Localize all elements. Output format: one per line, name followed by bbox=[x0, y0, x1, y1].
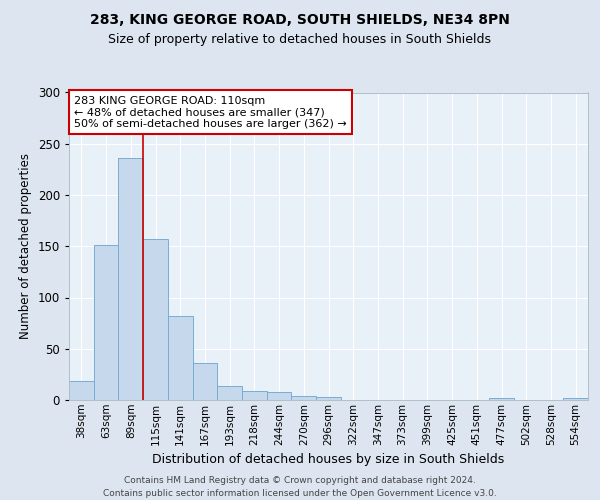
Bar bbox=[143, 239, 168, 400]
Text: Contains HM Land Registry data © Crown copyright and database right 2024.: Contains HM Land Registry data © Crown c… bbox=[124, 476, 476, 485]
Bar bbox=[69, 380, 94, 400]
Text: 283 KING GEORGE ROAD: 110sqm
← 48% of detached houses are smaller (347)
50% of s: 283 KING GEORGE ROAD: 110sqm ← 48% of de… bbox=[74, 96, 347, 129]
Bar bbox=[267, 392, 292, 400]
Bar bbox=[94, 245, 118, 400]
Bar bbox=[217, 386, 242, 400]
Bar bbox=[168, 316, 193, 400]
Bar bbox=[489, 398, 514, 400]
Bar bbox=[193, 363, 217, 400]
Bar bbox=[118, 158, 143, 400]
Text: 283, KING GEORGE ROAD, SOUTH SHIELDS, NE34 8PN: 283, KING GEORGE ROAD, SOUTH SHIELDS, NE… bbox=[90, 12, 510, 26]
Bar bbox=[316, 397, 341, 400]
X-axis label: Distribution of detached houses by size in South Shields: Distribution of detached houses by size … bbox=[152, 453, 505, 466]
Bar bbox=[563, 398, 588, 400]
Y-axis label: Number of detached properties: Number of detached properties bbox=[19, 153, 32, 339]
Text: Contains public sector information licensed under the Open Government Licence v3: Contains public sector information licen… bbox=[103, 488, 497, 498]
Bar bbox=[242, 391, 267, 400]
Text: Size of property relative to detached houses in South Shields: Size of property relative to detached ho… bbox=[109, 32, 491, 46]
Bar bbox=[292, 396, 316, 400]
